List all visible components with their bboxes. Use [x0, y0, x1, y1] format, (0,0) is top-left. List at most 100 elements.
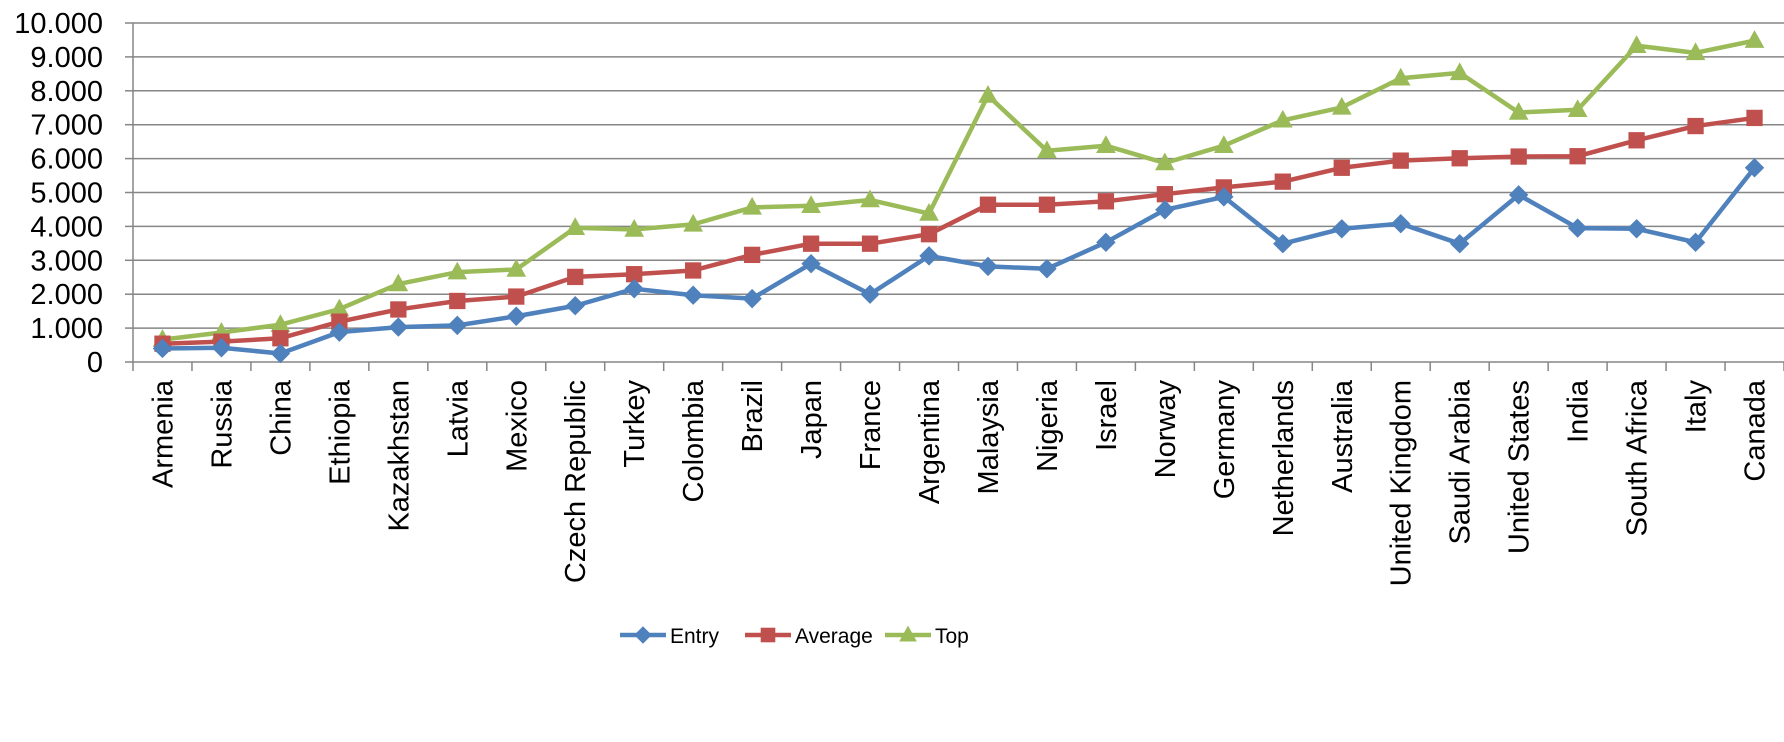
x-tick-label: Japan — [796, 380, 828, 459]
data-point-marker — [1214, 187, 1234, 207]
data-point-marker — [860, 189, 880, 208]
data-point-marker — [506, 258, 527, 277]
data-point-marker — [1567, 218, 1588, 238]
x-tick-label: France — [855, 380, 887, 470]
data-point-marker — [978, 256, 998, 277]
data-point-marker — [634, 626, 652, 644]
data-point-marker — [743, 246, 761, 264]
y-tick-label: 0 — [87, 347, 103, 379]
y-tick-label: 5.000 — [30, 178, 103, 210]
legend-item-top: Top — [885, 625, 969, 648]
data-point-marker — [1274, 173, 1291, 190]
x-tick-label: Russia — [206, 379, 238, 469]
x-tick-label: Italy — [1681, 380, 1713, 434]
data-point-marker — [861, 235, 879, 252]
data-point-marker — [270, 343, 291, 364]
data-point-marker — [565, 296, 585, 316]
series-average — [154, 109, 1763, 352]
data-point-marker — [272, 330, 289, 347]
x-tick-label: Mexico — [501, 380, 533, 472]
data-point-marker — [1097, 193, 1115, 210]
data-point-marker — [1687, 117, 1704, 135]
data-point-marker — [565, 217, 586, 236]
legend-label: Average — [795, 625, 873, 648]
series-line-entry — [162, 166, 1757, 356]
data-point-marker — [1508, 185, 1529, 205]
data-point-marker — [1746, 109, 1763, 127]
data-point-marker — [919, 246, 939, 266]
y-tick-label: 4.000 — [30, 211, 103, 243]
legend: Entry Average Top — [620, 625, 969, 648]
legend-item-average: Average — [745, 625, 873, 648]
data-point-marker — [1628, 132, 1645, 149]
x-tick-label: Canada — [1740, 379, 1772, 481]
data-point-marker — [802, 235, 820, 252]
y-tick-label: 2.000 — [30, 279, 103, 311]
x-tick-label: India — [1563, 379, 1595, 443]
data-point-marker — [685, 262, 702, 279]
data-point-marker — [1744, 30, 1765, 48]
data-point-marker — [683, 213, 704, 232]
legend-item-entry: Entry — [620, 625, 720, 648]
data-point-marker — [1390, 67, 1411, 86]
data-point-marker — [390, 301, 407, 318]
data-point-marker — [760, 627, 776, 643]
data-point-marker — [1332, 219, 1352, 239]
x-tick-label: Kazakhstan — [383, 380, 415, 532]
data-point-marker — [1449, 233, 1470, 254]
x-tick-label: Malaysia — [973, 379, 1005, 494]
series-line-top — [162, 38, 1755, 342]
data-point-marker — [1155, 152, 1175, 171]
data-point-marker — [1333, 159, 1350, 176]
data-point-marker — [211, 338, 232, 358]
x-tick-label: United States — [1504, 380, 1536, 554]
x-tick-label: Colombia — [678, 379, 710, 502]
legend-label: Top — [935, 625, 969, 648]
data-point-marker — [1508, 102, 1529, 120]
axes: 01.0002.0003.0004.0005.0006.0007.0008.00… — [14, 8, 1784, 586]
series-line-average — [162, 115, 1755, 346]
y-tick-label: 6.000 — [30, 144, 103, 176]
y-tick-label: 1.000 — [30, 313, 103, 345]
data-point-marker — [388, 317, 409, 337]
data-point-marker — [447, 261, 468, 280]
data-point-marker — [1685, 42, 1706, 61]
data-point-marker — [899, 625, 917, 642]
x-tick-label: Armenia — [147, 379, 179, 488]
y-tick-label: 3.000 — [30, 245, 103, 277]
data-point-marker — [1273, 233, 1293, 254]
data-point-marker — [860, 284, 880, 304]
data-point-marker — [1510, 148, 1527, 165]
data-point-marker — [329, 322, 350, 342]
data-point-marker — [1626, 219, 1647, 239]
x-tick-label: Argentina — [914, 379, 946, 504]
x-tick-label: Czech Republic — [560, 380, 592, 583]
data-point-marker — [1569, 148, 1586, 165]
y-tick-label: 8.000 — [30, 76, 103, 108]
gridlines — [133, 22, 1784, 329]
x-tick-label: Nigeria — [1032, 379, 1064, 472]
data-point-marker — [978, 85, 998, 103]
x-tick-label: South Africa — [1622, 379, 1654, 536]
data-point-marker — [506, 306, 526, 326]
y-tick-label: 7.000 — [30, 110, 103, 142]
data-point-marker — [1272, 109, 1293, 128]
data-point-marker — [1155, 200, 1175, 220]
x-tick-label: Ethiopia — [324, 379, 356, 485]
x-tick-label: Israel — [1091, 380, 1123, 451]
data-point-marker — [1213, 135, 1234, 153]
x-tick-label: United Kingdom — [1386, 380, 1418, 586]
data-point-marker — [1391, 213, 1411, 234]
data-point-marker — [1038, 196, 1056, 213]
data-point-marker — [449, 292, 466, 310]
x-tick-label: Saudi Arabia — [1445, 379, 1477, 544]
data-point-marker — [1685, 232, 1706, 253]
data-point-marker — [1744, 158, 1765, 178]
data-point-marker — [742, 196, 762, 215]
data-point-marker — [624, 218, 645, 237]
series-entry — [152, 158, 1765, 364]
data-point-marker — [1392, 152, 1409, 169]
x-tick-label: China — [265, 379, 297, 456]
